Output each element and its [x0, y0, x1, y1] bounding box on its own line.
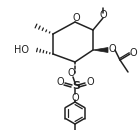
Text: O: O — [71, 93, 79, 103]
Text: O: O — [72, 13, 80, 23]
Text: O: O — [99, 10, 107, 20]
Text: S: S — [72, 81, 80, 91]
Polygon shape — [93, 47, 108, 53]
Text: O: O — [86, 77, 94, 87]
Text: O: O — [108, 44, 116, 54]
Text: O: O — [67, 68, 75, 78]
Text: O: O — [129, 48, 137, 58]
Text: O: O — [56, 77, 64, 87]
Text: HO: HO — [14, 45, 29, 55]
